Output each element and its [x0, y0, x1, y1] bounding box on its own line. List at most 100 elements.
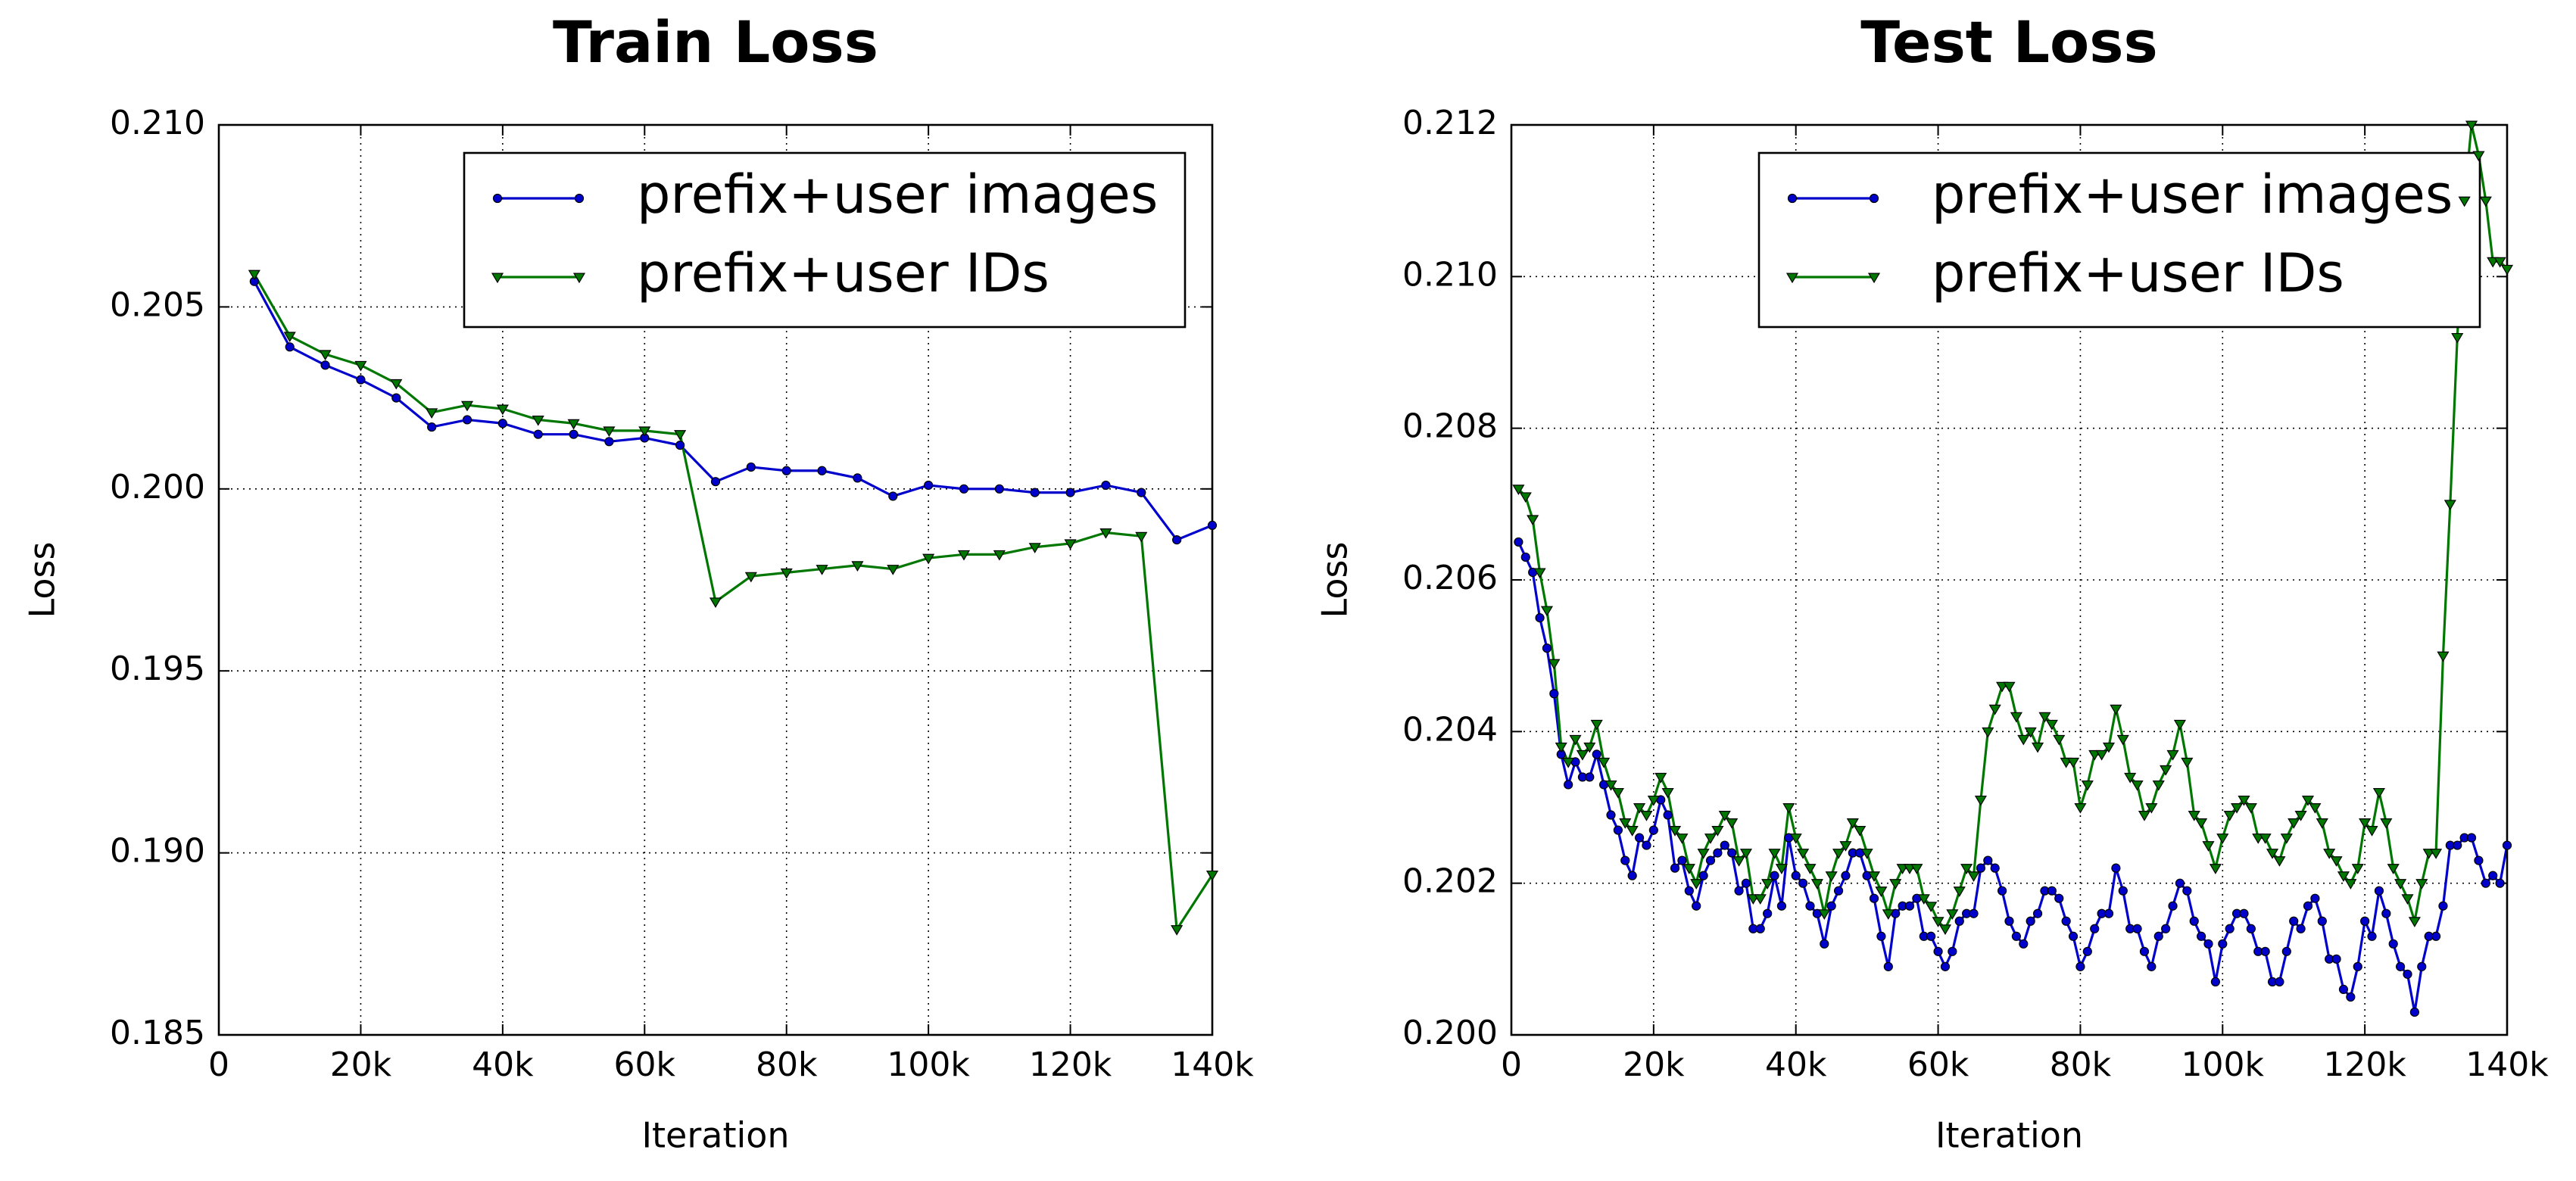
marker [2231, 803, 2244, 814]
marker [2004, 916, 2014, 926]
marker [1626, 826, 1639, 837]
marker [1683, 864, 1695, 874]
marker [2415, 879, 2428, 890]
marker [780, 568, 793, 579]
marker [1770, 871, 1779, 880]
marker [1207, 520, 1218, 530]
marker [1741, 878, 1751, 888]
legend-label: prefix+user IDs [1932, 242, 2344, 304]
marker [922, 553, 935, 565]
marker [2202, 841, 2215, 852]
marker [2360, 916, 2370, 926]
marker [2210, 977, 2220, 986]
marker [1882, 909, 1895, 920]
marker [1925, 902, 1938, 912]
marker [2053, 734, 2066, 746]
marker [1990, 863, 2000, 873]
marker [1137, 488, 1146, 497]
marker [1101, 480, 1111, 491]
marker [1171, 925, 1184, 936]
legend-marker [1787, 193, 1798, 204]
marker [638, 426, 651, 438]
marker [567, 419, 580, 430]
marker [1932, 917, 1944, 927]
marker [2082, 946, 2092, 956]
series-line [253, 280, 1213, 542]
marker [1926, 931, 1936, 941]
marker [2301, 795, 2315, 806]
marker [2451, 332, 2464, 344]
marker [1633, 803, 1646, 814]
marker [1791, 871, 1801, 880]
marker [746, 462, 756, 472]
y-tick-label: 0.205 [110, 285, 205, 324]
marker [604, 437, 614, 447]
x-tick-label: 80k [2050, 1045, 2112, 1084]
marker [2359, 818, 2372, 829]
marker [710, 477, 721, 487]
marker [1648, 825, 1658, 835]
legend-marker [1869, 193, 1879, 204]
marker [959, 484, 969, 494]
y-tick-label: 0.202 [1402, 862, 1498, 901]
marker [1064, 539, 1077, 550]
marker [1028, 543, 1041, 553]
marker [1663, 810, 1673, 820]
marker [2216, 834, 2229, 844]
marker [2166, 749, 2179, 761]
marker [2145, 803, 2158, 814]
marker [1867, 871, 1881, 882]
marker [1938, 924, 1952, 935]
marker [1948, 946, 1957, 956]
x-tick-label: 120k [1029, 1045, 1112, 1084]
marker [1810, 879, 1823, 890]
legend-marker [1867, 273, 1881, 284]
legend-marker [574, 193, 585, 204]
marker [2472, 151, 2485, 162]
marker [1634, 833, 1645, 843]
marker [1640, 811, 1653, 821]
marker [2338, 984, 2349, 995]
marker [1542, 643, 1552, 653]
marker [603, 426, 616, 438]
marker [1820, 939, 1829, 949]
x-tick-label: 60k [614, 1045, 676, 1084]
marker [2152, 780, 2165, 791]
marker [2138, 811, 2151, 821]
marker [1692, 901, 1701, 911]
marker [2090, 924, 2100, 933]
marker [2203, 939, 2213, 949]
marker [2116, 734, 2129, 746]
marker [1535, 612, 1545, 623]
marker [2331, 954, 2341, 964]
marker [1520, 552, 1530, 562]
marker [2408, 917, 2421, 927]
marker [2351, 864, 2364, 874]
marker [2102, 742, 2116, 753]
marker [1677, 855, 1687, 865]
marker [709, 597, 722, 609]
marker [2047, 886, 2057, 896]
marker [2132, 924, 2142, 933]
marker [1841, 871, 1851, 880]
marker [1713, 848, 1723, 858]
marker [1832, 849, 1845, 859]
x-tick-label: 0 [1501, 1045, 1522, 1084]
marker [1065, 488, 1075, 497]
marker [2161, 924, 2171, 933]
marker [1854, 826, 1867, 837]
marker [2173, 719, 2186, 731]
marker [2309, 803, 2322, 814]
marker [2437, 651, 2450, 662]
marker [1826, 901, 1836, 911]
x-tick-label: 20k [1623, 1045, 1685, 1084]
marker [1654, 772, 1667, 784]
marker [2273, 856, 2286, 867]
marker [2218, 939, 2228, 949]
marker [1512, 485, 1525, 495]
marker [1548, 659, 1561, 670]
y-tick-label: 0.210 [1402, 255, 1498, 294]
marker [2175, 878, 2185, 888]
marker [1776, 901, 1787, 911]
marker [2372, 787, 2385, 799]
